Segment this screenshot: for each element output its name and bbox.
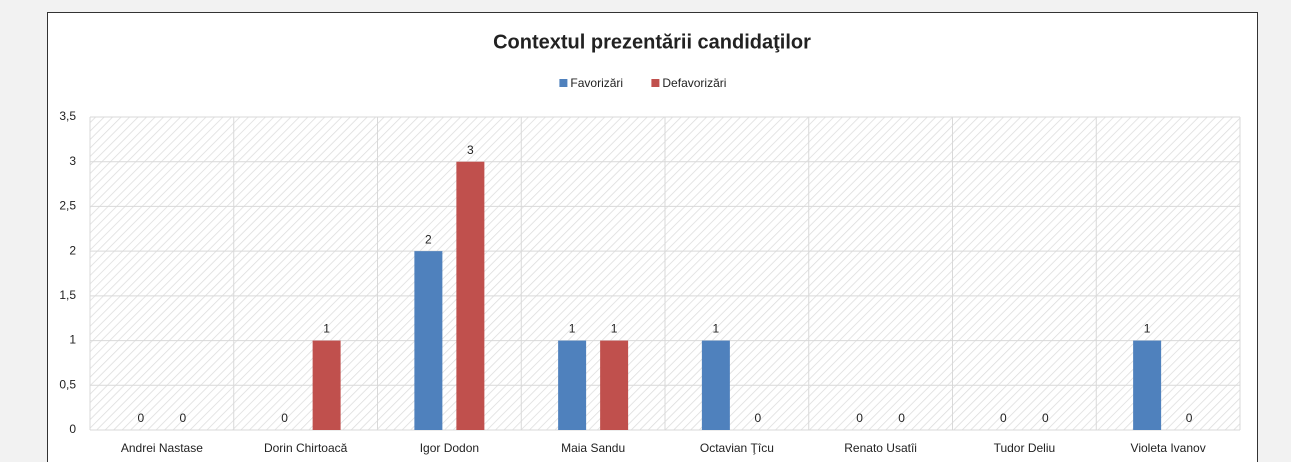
legend-swatch [559,79,568,87]
x-tick-label: Octavian Ţîcu [700,441,774,455]
chart-title: Contextul prezentării candidaţilor [493,31,811,53]
x-tick-label: Andrei Nastase [121,441,203,455]
x-tick-label: Igor Dodon [420,441,479,455]
y-tick-label: 3 [69,154,76,168]
data-label: 1 [611,322,618,336]
bar [701,340,730,430]
data-label: 1 [323,322,330,336]
bar [600,340,629,430]
data-label: 1 [1144,322,1151,336]
data-label: 0 [180,411,187,425]
y-tick-label: 2,5 [59,199,76,213]
y-tick-label: 0,5 [59,377,76,391]
x-tick-label: Renato Usatîi [844,441,917,455]
y-tick-label: 0 [69,422,76,436]
x-tick-label: Maia Sandu [561,441,625,455]
x-tick-label: Tudor Deliu [994,441,1056,455]
y-tick-label: 2 [69,243,76,257]
bar [414,251,443,430]
data-label: 2 [425,232,432,246]
bar [456,161,485,430]
y-tick-label: 1 [69,333,76,347]
legend: Favorizări Defavorizări [559,76,726,90]
data-label: 0 [856,411,863,425]
y-tick-label: 1,5 [59,288,76,302]
data-label: 1 [713,322,720,336]
data-label: 1 [569,322,576,336]
data-label: 0 [1186,411,1193,425]
bar [558,340,587,430]
data-label: 0 [1000,411,1007,425]
y-tick-label: 3,5 [59,109,76,123]
x-tick-label: Dorin Chirtoacă [264,441,348,455]
legend-label: Favorizări [570,76,623,90]
data-label: 0 [281,411,288,425]
bar [1133,340,1162,430]
x-tick-label: Violeta Ivanov [1131,441,1206,455]
data-label: 0 [755,411,762,425]
data-label: 0 [898,411,905,425]
legend-label: Defavorizări [662,76,726,90]
data-label: 0 [138,411,145,425]
data-label: 3 [467,143,474,157]
bar [312,340,341,430]
data-label: 0 [1042,411,1049,425]
legend-swatch [651,79,660,87]
